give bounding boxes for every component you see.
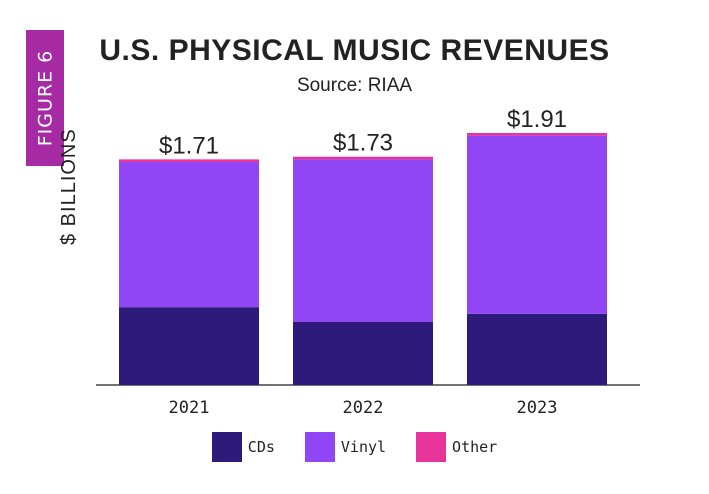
bar-vinyl-2022 (293, 159, 433, 322)
legend-swatch-other (416, 432, 447, 462)
legend-swatch-cds (211, 432, 242, 462)
bar-vinyl-2021 (119, 162, 259, 308)
bar-cds-2023 (467, 313, 607, 385)
legend-swatch-vinyl (304, 432, 335, 462)
bar-other-2021 (119, 159, 259, 163)
figure-tag: FIGURE 6 (26, 30, 64, 166)
bar-cds-2022 (293, 321, 433, 385)
x-tick-label-2022: 2022 (343, 398, 384, 418)
legend-label-cds: CDs (247, 438, 275, 456)
x-tick-label-2021: 2021 (169, 398, 210, 418)
total-label-2021: $1.71 (159, 132, 219, 159)
legend-item-vinyl: Vinyl (304, 432, 387, 462)
legend-label-vinyl: Vinyl (340, 438, 387, 456)
total-label-2023: $1.91 (507, 106, 567, 133)
chart-subtitle: Source: RIAA (296, 75, 413, 96)
chart-title: U.S. PHYSICAL MUSIC REVENUES (99, 34, 610, 67)
total-label-2022: $1.73 (333, 130, 393, 157)
legend-item-cds: CDs (211, 432, 275, 462)
legend-item-other: Other (416, 432, 497, 462)
legend: CDs Vinyl Other (0, 432, 709, 462)
bar-vinyl-2023 (467, 135, 607, 314)
bar-other-2023 (467, 133, 607, 136)
bar-other-2022 (293, 156, 433, 160)
x-tick-label-2023: 2023 (517, 398, 558, 418)
bar-cds-2021 (119, 307, 259, 385)
legend-label-other: Other (452, 438, 498, 456)
